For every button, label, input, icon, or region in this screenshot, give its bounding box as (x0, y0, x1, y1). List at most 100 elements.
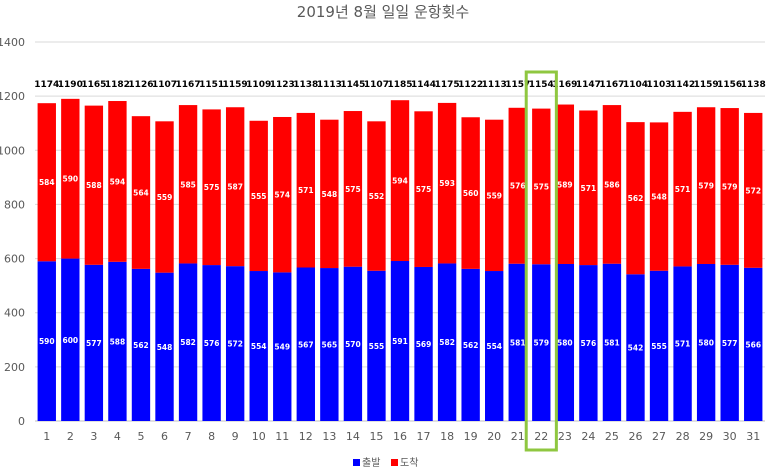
x-tick-label: 30 (723, 430, 737, 443)
bar-departure (296, 267, 315, 421)
x-tick-label: 16 (393, 430, 407, 443)
x-tick-label: 24 (581, 430, 595, 443)
data-label-departure: 555 (651, 342, 667, 351)
bar-departure (108, 261, 127, 421)
bar-arrival (343, 111, 363, 267)
highlight-box-day-22 (524, 70, 558, 452)
bar-arrival (84, 105, 104, 265)
data-label-departure: 554 (486, 342, 502, 351)
total-label: 1126 (128, 80, 153, 90)
total-label: 1103 (647, 80, 672, 90)
bar-labels: 590 584 1174 600 590 1190 577 588 1165 588 594 1182… (34, 80, 766, 353)
total-label: 1154 (529, 80, 554, 90)
data-label-departure: 582 (439, 338, 455, 347)
bar-arrival (225, 107, 245, 267)
total-label: 1157 (505, 80, 530, 90)
data-label-arrival: 579 (722, 182, 738, 191)
data-label-arrival: 590 (62, 175, 78, 184)
data-label-arrival: 579 (698, 182, 714, 191)
total-label: 1145 (340, 80, 365, 90)
data-label-departure: 577 (86, 339, 102, 348)
total-label: 1104 (623, 80, 648, 90)
bar-arrival (37, 103, 56, 262)
data-label-departure: 554 (251, 342, 267, 351)
bar-arrival (649, 122, 669, 271)
bar-arrival (673, 111, 692, 267)
data-label-arrival: 559 (486, 191, 502, 200)
bar-arrival (508, 107, 527, 264)
data-label-arrival: 571 (581, 184, 597, 193)
x-tick-label: 5 (137, 430, 144, 443)
x-tick-label: 19 (464, 430, 478, 443)
bar-departure (390, 261, 410, 421)
data-label-departure: 549 (274, 343, 290, 352)
data-label-departure: 581 (510, 338, 526, 347)
y-tick-label: 1400 (0, 36, 25, 49)
total-label: 1144 (411, 80, 436, 90)
bar-arrival (555, 104, 575, 264)
data-label-arrival: 575 (204, 183, 220, 192)
bar-departure (367, 270, 386, 421)
bar-departure (579, 265, 598, 421)
total-label: 1113 (317, 80, 342, 90)
data-label-departure: 590 (39, 337, 55, 346)
data-label-arrival: 572 (745, 186, 761, 195)
bar-departure (720, 264, 739, 421)
y-tick-label: 600 (4, 253, 25, 266)
legend-label: 도착 (400, 457, 418, 469)
bar-departure (202, 265, 221, 421)
x-tick-label: 3 (90, 430, 97, 443)
bar-departure (37, 261, 56, 421)
data-label-departure: 548 (157, 343, 173, 352)
x-tick-label: 9 (232, 430, 239, 443)
data-label-departure: 579 (533, 339, 549, 348)
x-tick-label: 11 (275, 430, 289, 443)
data-label-arrival: 575 (416, 185, 432, 194)
data-label-departure: 565 (322, 341, 338, 350)
legend-swatch (391, 459, 398, 466)
total-label: 1165 (81, 80, 106, 90)
data-label-departure: 591 (392, 337, 408, 346)
x-tick-label: 20 (487, 430, 501, 443)
data-label-arrival: 560 (463, 189, 479, 198)
bar-arrival (131, 116, 151, 269)
x-tick-label: 7 (185, 430, 192, 443)
x-axis: 1 2 3 4 5 6 7 8 9 10 11 12 13 14 15 16 17 18 19 20 21 22 23 24 2… (43, 430, 760, 443)
bar-departure (155, 272, 174, 421)
data-label-arrival: 576 (510, 182, 526, 191)
data-label-arrival: 571 (675, 185, 691, 194)
data-label-arrival: 586 (604, 180, 620, 189)
bar-departure (249, 271, 268, 421)
total-label: 1167 (176, 80, 201, 90)
data-label-arrival: 571 (298, 186, 314, 195)
data-label-arrival: 587 (227, 183, 243, 192)
bar-arrival (696, 107, 716, 264)
data-label-arrival: 588 (86, 181, 102, 190)
x-tick-label: 21 (511, 430, 525, 443)
bar-departure (673, 266, 692, 421)
bar-departure (320, 268, 339, 421)
x-tick-label: 26 (628, 430, 642, 443)
x-tick-label: 13 (322, 430, 336, 443)
data-label-departure: 580 (698, 338, 714, 347)
total-label: 1107 (364, 80, 389, 90)
data-label-arrival: 559 (157, 193, 173, 202)
y-axis: 0 200 400 600 800 1000 1200 1400 (0, 36, 25, 428)
bar-arrival (108, 101, 127, 262)
bars (37, 98, 763, 421)
bar-departure (131, 268, 151, 421)
x-tick-label: 27 (652, 430, 666, 443)
bar-departure (343, 266, 363, 421)
bar-departure (696, 263, 716, 421)
bar-departure (532, 264, 551, 421)
x-tick-label: 22 (534, 430, 548, 443)
data-label-departure: 577 (722, 339, 738, 348)
bar-arrival (744, 112, 763, 268)
x-tick-label: 1 (43, 430, 50, 443)
bar-arrival (532, 108, 551, 265)
data-label-arrival: 594 (392, 177, 408, 186)
bar-arrival (61, 98, 80, 259)
bar-departure (744, 267, 763, 421)
x-tick-label: 10 (252, 430, 266, 443)
bar-departure (225, 266, 245, 421)
